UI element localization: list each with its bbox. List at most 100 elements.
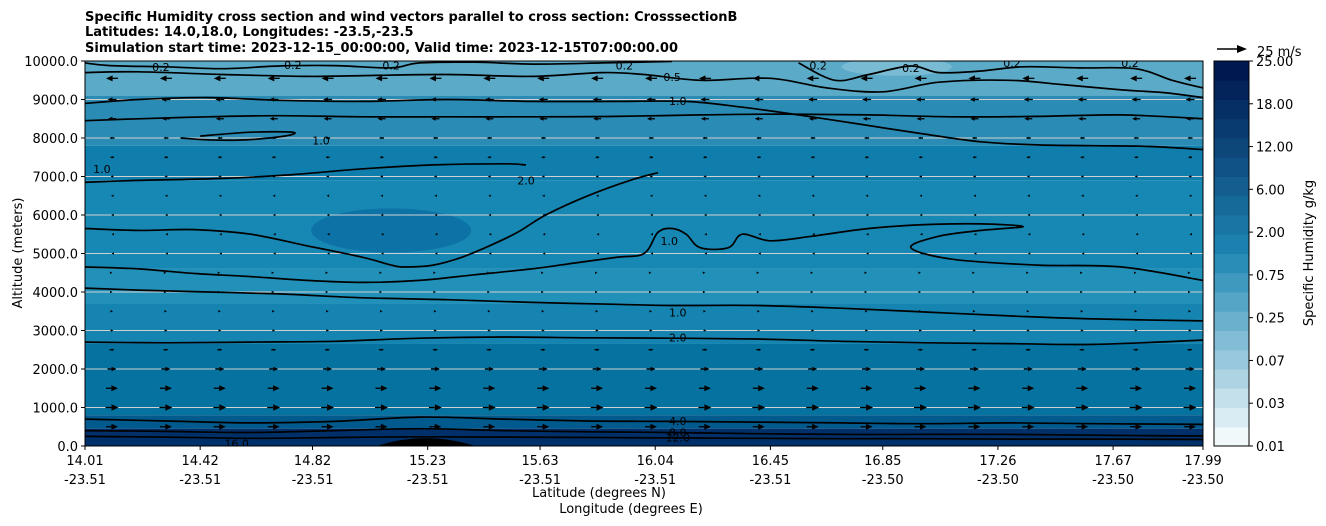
wind-vector-head <box>757 329 761 332</box>
colorbar-band <box>1214 426 1249 447</box>
wind-vector-head <box>808 116 814 121</box>
y-tick-label: 5000.0 <box>33 248 79 263</box>
wind-vector-head <box>860 75 868 82</box>
wind-vector-head <box>595 309 599 313</box>
wind-vector-head <box>811 194 815 198</box>
wind-vector-head <box>1079 136 1083 140</box>
wind-vector-head <box>111 194 114 198</box>
wind-vector-head <box>1189 252 1192 255</box>
wind-vector-head <box>649 175 652 178</box>
wind-vector-head <box>217 290 221 294</box>
x-tick-label-latitude: 14.01 <box>66 454 103 469</box>
wind-vector-head <box>808 97 814 102</box>
wind-vector-head <box>864 136 867 140</box>
wind-vector-head <box>159 75 167 82</box>
wind-vector-head <box>1135 329 1138 332</box>
wind-vector-head <box>866 232 869 236</box>
wind-vector-head <box>321 75 329 82</box>
wind-vector-head <box>700 97 706 102</box>
wind-vector-head <box>273 348 277 352</box>
wind-vector-head <box>918 155 921 159</box>
wind-vector-head <box>1134 309 1138 313</box>
y-axis-ticks: 0.0 1000.0 2000.0 3000.0 4000.0 5000.0 6000.0 7… <box>24 55 85 455</box>
wind-vector-head <box>488 213 492 217</box>
wind-vector-head <box>487 290 490 294</box>
x-tick-label-longitude: -23.50 <box>977 473 1019 488</box>
dry-region <box>841 61 952 76</box>
colorbar-band <box>1214 195 1249 216</box>
wind-vector-head <box>650 348 654 352</box>
colorbar-band <box>1214 99 1249 120</box>
colorbar-band <box>1214 138 1249 158</box>
wind-vector-head <box>1076 75 1083 82</box>
wind-vector-head <box>919 423 927 430</box>
wind-vector-head <box>704 252 707 255</box>
y-tick-label: 8000.0 <box>33 132 79 147</box>
colorbar-tick-label: 0.75 <box>1256 269 1285 284</box>
wind-vector-head <box>972 290 975 294</box>
wind-vector-head <box>704 366 710 372</box>
wind-vector-head <box>111 329 114 332</box>
wind-vector-head <box>919 213 923 217</box>
wind-vector-head <box>377 116 382 121</box>
wind-vector-head <box>866 348 870 352</box>
x-tick-label-longitude: -23.50 <box>862 473 904 488</box>
humidity-band <box>85 180 1203 269</box>
wind-vector-head <box>219 232 222 236</box>
wind-vector-head <box>865 309 868 313</box>
wind-vector-head <box>972 271 975 275</box>
wind-vector-head <box>326 194 330 198</box>
wind-vector-head <box>970 116 975 121</box>
terrain-bump <box>377 438 476 446</box>
wind-vector-head <box>1135 213 1138 217</box>
wind-vector-head <box>381 404 388 411</box>
wind-vector-head <box>487 175 491 178</box>
wind-vector-head <box>267 75 275 82</box>
wind-vector-head <box>596 385 604 392</box>
wind-vector-head <box>219 404 227 411</box>
wind-vector-head <box>271 271 275 275</box>
x-axis-label-longitude: Longitude (degrees E) <box>559 502 703 517</box>
y-axis-label: Altitude (meters) <box>11 198 26 309</box>
wind-vector-head <box>973 404 981 411</box>
contour-label: 16.0 <box>224 437 249 450</box>
wind-vector-head <box>110 175 113 178</box>
colorbar-band <box>1214 80 1249 100</box>
wind-vector-head <box>1189 385 1196 392</box>
wind-vector-head <box>273 232 276 236</box>
x-tick-label-latitude: 14.82 <box>294 454 331 469</box>
wind-vector-head <box>969 97 975 102</box>
wind-vector-head <box>380 309 383 313</box>
wind-vector-head <box>273 366 279 372</box>
wind-vector-head <box>381 252 384 255</box>
wind-vector-head <box>700 116 706 121</box>
wind-vector-head <box>1077 97 1083 102</box>
wind-vector-head <box>1027 423 1035 430</box>
wind-vector-head <box>542 348 546 352</box>
wind-vector-head <box>702 271 706 275</box>
contour-label: 1.0 <box>669 95 687 108</box>
contour-label: 0.2 <box>809 60 827 73</box>
wind-vector-head <box>165 348 169 352</box>
wind-vector-head <box>649 290 652 294</box>
colorbar-band <box>1214 176 1249 197</box>
wind-vector-head <box>1189 404 1197 411</box>
wind-vector-head <box>865 175 868 178</box>
wind-vector-head <box>918 271 921 275</box>
wind-vector-head <box>107 97 113 102</box>
wind-vector-head <box>433 309 437 313</box>
wind-vector-head <box>1135 232 1139 236</box>
wind-vector-head <box>1026 309 1030 313</box>
contour-label: 0.2 <box>382 60 400 73</box>
wind-vector-head <box>594 136 598 140</box>
wind-vector-head <box>379 155 382 159</box>
wind-vector-head <box>381 348 384 352</box>
wind-vector-head <box>272 329 276 332</box>
wind-vector-head <box>219 423 226 430</box>
wind-vector-head <box>327 404 335 411</box>
wind-vector-head <box>703 329 707 332</box>
wind-vector-head <box>542 423 550 430</box>
wind-vector-head <box>273 385 280 392</box>
colorbar-bands <box>1214 61 1249 447</box>
wind-vector-head <box>111 232 114 236</box>
